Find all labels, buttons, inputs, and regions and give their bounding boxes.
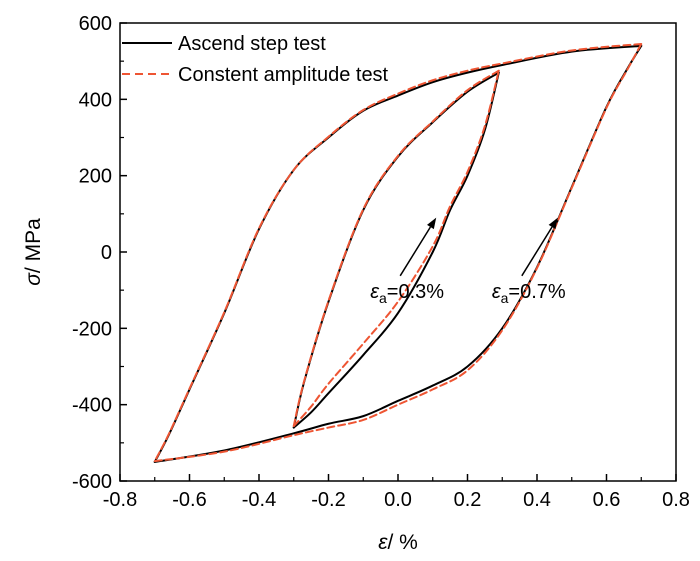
- annotation-0-7: εa=0.7%: [492, 217, 566, 306]
- y-tick-label: -400: [72, 395, 112, 417]
- y-tick-label: 400: [79, 89, 112, 111]
- y-tick-label: 200: [79, 166, 112, 188]
- series-line-0-loop-1-branch-1: [292, 71, 500, 429]
- y-tick-label: 0: [101, 242, 112, 264]
- x-tick-label: 0.8: [662, 489, 690, 511]
- annotation-arrowhead-0-3: [427, 217, 437, 230]
- x-tick-label: 0.2: [454, 489, 482, 511]
- x-tick-label: -0.2: [311, 489, 345, 511]
- annotation-0-3: εa=0.3%: [370, 217, 444, 306]
- series-line-1-loop-1-branch-0: [292, 69, 500, 428]
- x-tick-label: -0.4: [242, 489, 276, 511]
- y-tick-label: -600: [72, 471, 112, 493]
- series-line-0-loop-1-branch-0: [292, 71, 500, 429]
- series-line-1-loop-1-branch-1: [292, 69, 500, 428]
- series-line-0-loop-0-branch-0: [153, 44, 643, 463]
- y-tick-label: -200: [72, 318, 112, 340]
- annotation-label-0-7: εa=0.7%: [492, 281, 566, 306]
- x-tick-label: 0.4: [523, 489, 551, 511]
- legend-label-constent-amplitude: Constent amplitude test: [178, 64, 389, 86]
- plot-frame: [119, 22, 677, 482]
- annotation-arrowhead-0-7: [548, 217, 558, 230]
- annotation-label-0-3: εa=0.3%: [370, 281, 444, 306]
- axis-ticks: [119, 22, 677, 482]
- annotation-arrow-0-3: [399, 226, 432, 277]
- annotations: εa=0.3% εa=0.7%: [370, 217, 566, 306]
- x-tick-labels: -0.8 -0.6 -0.4 -0.2 0.0 0.2 0.4 0.6 0.8: [103, 489, 690, 511]
- y-tick-labels: -600 -400 -200 0 200 400 600: [72, 13, 112, 493]
- series-line-1-loop-0-branch-1: [153, 42, 643, 463]
- series-line-1-loop-0-branch-0: [153, 42, 643, 463]
- x-tick-label: 0.6: [593, 489, 621, 511]
- series-layer: [153, 42, 643, 463]
- x-tick-label: -0.6: [172, 489, 206, 511]
- x-tick-label: 0.0: [384, 489, 412, 511]
- x-tick-label: -0.8: [103, 489, 137, 511]
- legend-label-ascend-step: Ascend step test: [178, 33, 326, 55]
- y-tick-label: 600: [79, 13, 112, 35]
- series-ascend-step-test: [153, 44, 643, 463]
- series-line-0-loop-0-branch-1: [153, 44, 643, 463]
- x-axis-title: ε/ %: [378, 531, 418, 554]
- series-constent-amplitude-test: [153, 42, 643, 463]
- y-axis-title: σ/ MPa: [22, 218, 45, 286]
- legend: Ascend step test Constent amplitude test: [122, 33, 389, 86]
- annotation-arrow-0-7: [521, 226, 553, 277]
